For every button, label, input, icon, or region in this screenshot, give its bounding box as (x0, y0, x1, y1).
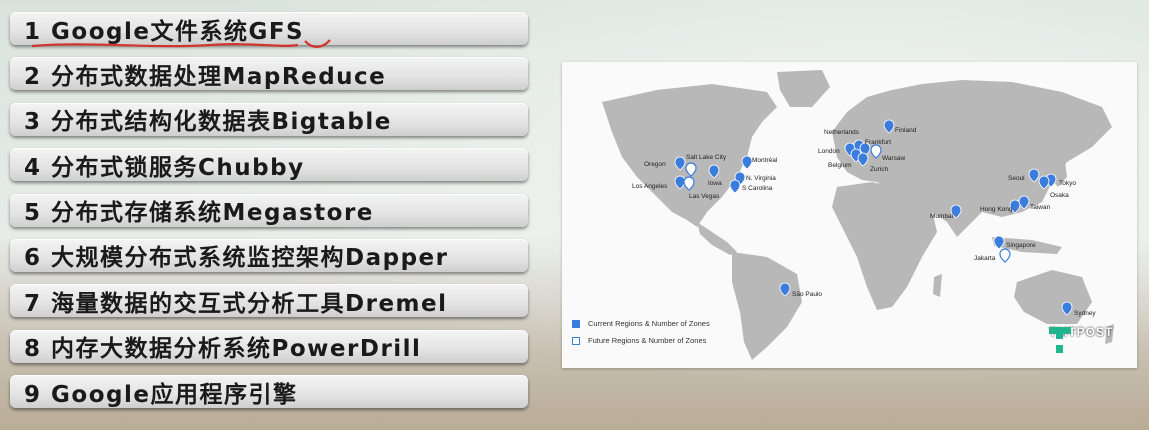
new-zealand-landmass (1105, 324, 1114, 344)
region-pin-osaka (1038, 175, 1050, 190)
world-map (602, 70, 1114, 360)
city-label-s-carolina: S Carolina (742, 185, 773, 192)
list-item-label: 6 大规模分布式系统监控架构Dapper (24, 245, 449, 272)
city-label-montreal: Montréal (752, 157, 778, 164)
city-label-london: London (818, 148, 840, 155)
city-label-warsaw: Warsaw (882, 155, 906, 162)
eurasia-landmass (832, 80, 1112, 237)
list-item-label: 2 分布式数据处理MapReduce (24, 63, 387, 90)
city-label-belgium: Belgium (828, 162, 852, 169)
list-item: 6 大规模分布式系统监控架构Dapper (10, 238, 528, 272)
south-america-landmass (732, 252, 802, 360)
list-item-label: 3 分布式结构化数据表Bigtable (24, 109, 392, 136)
region-pin-hong-kong (1009, 199, 1021, 214)
region-markers (674, 119, 1073, 316)
africa-landmass (832, 182, 937, 310)
region-pin-sao-paulo (779, 282, 791, 297)
list-item-label: 8 内存大数据分析系统PowerDrill (24, 336, 422, 363)
region-pin-mumbai (950, 204, 962, 219)
list-item: 5 分布式存储系统Megastore (10, 193, 528, 227)
central-america-landmass (697, 222, 737, 255)
region-pin-iowa (708, 164, 720, 179)
city-label-n-virginia: N. Virginia (746, 175, 776, 182)
list-item-label: 5 分布式存储系统Megastore (24, 200, 374, 227)
city-label-jakarta: Jakarta (974, 255, 996, 262)
tmtpost-watermark: TMTPOST (1047, 325, 1113, 353)
list-item-label: 1 Google文件系统GFS (24, 18, 305, 45)
region-pin-singapore (993, 235, 1005, 250)
legend-future-label: Future Regions & Number of Zones (588, 336, 707, 345)
region-pin-finland (883, 119, 895, 134)
region-pin-oregon (674, 156, 686, 171)
future-pin-salt-lake-city (685, 162, 697, 177)
city-label-zurich: Zurich (870, 166, 889, 173)
list-item-label: 7 海量数据的交互式分析工具Dremel (24, 290, 448, 317)
list-item: 2 分布式数据处理MapReduce (10, 57, 528, 91)
handwritten-underline (31, 39, 331, 48)
greenland-landmass (777, 70, 830, 107)
map-legend: Current Regions & Number of Zones Future… (572, 315, 710, 349)
madagascar-landmass (933, 274, 942, 297)
indonesia-landmass (992, 237, 1062, 254)
list-item-label: 9 Google应用程序引擎 (24, 381, 298, 408)
city-label-singapore: Singapore (1006, 242, 1036, 249)
city-label-taiwan: Taiwan (1030, 204, 1051, 211)
legend-future: Future Regions & Number of Zones (572, 332, 710, 349)
list-item: 9 Google应用程序引擎 (10, 375, 528, 409)
list-item: 4 分布式锁服务Chubby (10, 148, 528, 182)
region-pin-montreal (741, 155, 753, 170)
city-label-sao-paulo: São Paulo (792, 291, 822, 298)
world-map-panel: Oregon Salt Lake City Montréal Los Angel… (562, 62, 1137, 368)
city-label-iowa: Iowa (708, 180, 722, 187)
region-pin-los-angeles (674, 175, 686, 190)
region-pin-taiwan (1018, 195, 1030, 210)
city-label-hong-kong: Hong Kong (980, 206, 1013, 213)
city-label-tokyo: Tokyo (1059, 180, 1076, 187)
city-label-netherlands: Netherlands (824, 129, 860, 136)
region-pin-zurich (857, 152, 869, 167)
tmtpost-logo-icon (1049, 327, 1071, 353)
region-pin-sydney (1061, 301, 1073, 316)
list-item: 3 分布式结构化数据表Bigtable (10, 102, 528, 136)
city-label-seoul: Seoul (1008, 175, 1025, 182)
north-america-landmass (602, 84, 777, 227)
region-pin-carolina (729, 179, 741, 194)
city-label-sydney: Sydney (1074, 310, 1096, 317)
future-pin-las-vegas (683, 176, 695, 191)
legend-current-label: Current Regions & Number of Zones (588, 319, 710, 328)
list-item: 1 Google文件系统GFS (10, 12, 528, 48)
city-label-frankfurt: Frankfurt (865, 139, 892, 146)
list-item: 8 内存大数据分析系统PowerDrill (10, 329, 528, 363)
city-label-osaka: Osaka (1050, 192, 1069, 199)
future-pin-jakarta (999, 248, 1011, 263)
city-label-finland: Finland (895, 127, 917, 134)
city-label-los-angeles: Los Angeles (632, 183, 668, 190)
city-label-las-vegas: Las Vegas (689, 193, 720, 200)
city-label-salt-lake-city: Salt Lake City (686, 154, 727, 161)
legend-current-swatch (572, 319, 580, 328)
legend-future-swatch (572, 336, 580, 345)
city-label-mumbai: Mumbai (930, 213, 954, 220)
australia-landmass (1014, 270, 1092, 324)
city-label-oregon: Oregon (644, 161, 666, 168)
region-pin-seoul (1028, 168, 1040, 183)
list-item: 7 海量数据的交互式分析工具Dremel (10, 284, 528, 318)
topic-list: 1 Google文件系统GFS 2 分布式数据处理MapReduce 3 分布式… (10, 12, 528, 421)
list-item-label: 4 分布式锁服务Chubby (24, 154, 305, 181)
future-pin-warsaw (870, 144, 882, 159)
legend-current: Current Regions & Number of Zones (572, 315, 710, 332)
